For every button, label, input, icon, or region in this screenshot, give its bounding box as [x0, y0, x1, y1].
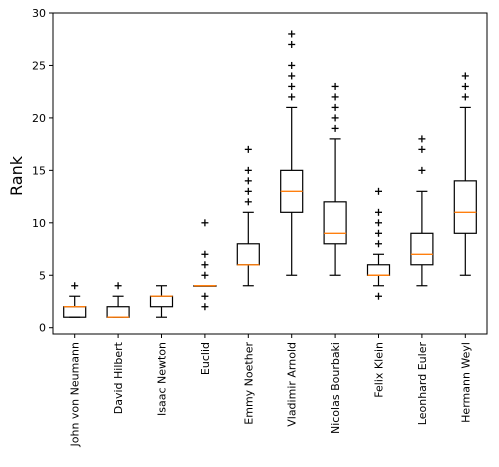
x-tick-label: Felix Klein	[373, 342, 386, 398]
x-tick-label: Euclid	[199, 342, 212, 375]
x-tick-label: Hermann Weyl	[459, 342, 472, 423]
y-axis-label: Rank	[7, 155, 26, 196]
outlier-point	[288, 72, 296, 80]
outlier-point	[244, 198, 252, 206]
outlier-point	[375, 229, 382, 237]
outlier-point	[461, 82, 469, 90]
box-8	[366, 187, 391, 300]
box-7	[323, 82, 347, 276]
outlier-point	[461, 72, 469, 80]
outlier-point	[201, 303, 209, 311]
y-tick-label: 30	[32, 7, 46, 20]
x-tick-label: Nicolas Bourbaki	[329, 342, 342, 434]
outlier-point	[331, 124, 339, 132]
outlier-point	[288, 93, 296, 101]
outlier-point	[201, 292, 209, 300]
plot-frame	[52, 12, 488, 335]
outlier-point	[331, 93, 339, 101]
axes: 0 5 10 15 20 25 30 John von Neumann David Hilber…	[32, 7, 488, 448]
outlier-point	[331, 82, 339, 90]
box-body	[323, 201, 347, 245]
x-tick-label: John von Neumann	[69, 342, 82, 448]
outlier-point	[71, 282, 79, 290]
outlier-point	[201, 250, 209, 258]
outlier-point	[461, 93, 469, 101]
box-6	[280, 30, 304, 276]
y-tick-label: 5	[39, 269, 46, 282]
y-tick-label: 15	[32, 164, 46, 177]
outlier-point	[114, 282, 122, 290]
outlier-point	[375, 219, 382, 227]
box-5	[236, 145, 260, 287]
outlier-point	[288, 61, 296, 69]
y-tick-label: 10	[32, 217, 46, 230]
outlier-point	[288, 82, 296, 90]
box-2	[106, 282, 130, 318]
outlier-point	[375, 240, 382, 248]
box-4	[193, 219, 217, 311]
x-tick-label: David Hilbert	[112, 341, 125, 414]
box-9	[410, 135, 434, 287]
box-body	[410, 232, 434, 266]
x-tick-label: Emmy Noether	[242, 342, 255, 425]
box-body	[453, 180, 477, 234]
outlier-point	[331, 114, 339, 122]
box-10	[453, 72, 477, 276]
outlier-point	[375, 292, 382, 300]
outlier-point	[244, 187, 252, 195]
x-tick-label: Isaac Newton	[156, 342, 169, 416]
outlier-point	[418, 166, 426, 174]
x-tick-label: Leonhard Euler	[416, 342, 429, 426]
y-tick-label: 25	[32, 59, 46, 72]
outlier-point	[418, 135, 426, 143]
outlier-point	[288, 30, 296, 38]
box-1	[63, 282, 87, 318]
outlier-point	[201, 261, 209, 269]
outlier-point	[244, 177, 252, 185]
outlier-point	[375, 187, 382, 195]
outlier-point	[331, 103, 339, 111]
outlier-point	[288, 40, 296, 48]
outlier-point	[201, 219, 209, 227]
plot-area	[63, 30, 477, 318]
outlier-point	[375, 208, 382, 216]
outlier-point	[244, 166, 252, 174]
y-tick-label: 0	[39, 322, 46, 335]
box-3	[149, 285, 174, 318]
outlier-point	[418, 145, 426, 153]
y-tick-label: 20	[32, 112, 46, 125]
x-tick-label: Vladimir Arnold	[286, 342, 299, 427]
outlier-point	[201, 271, 209, 279]
outlier-point	[244, 145, 252, 153]
